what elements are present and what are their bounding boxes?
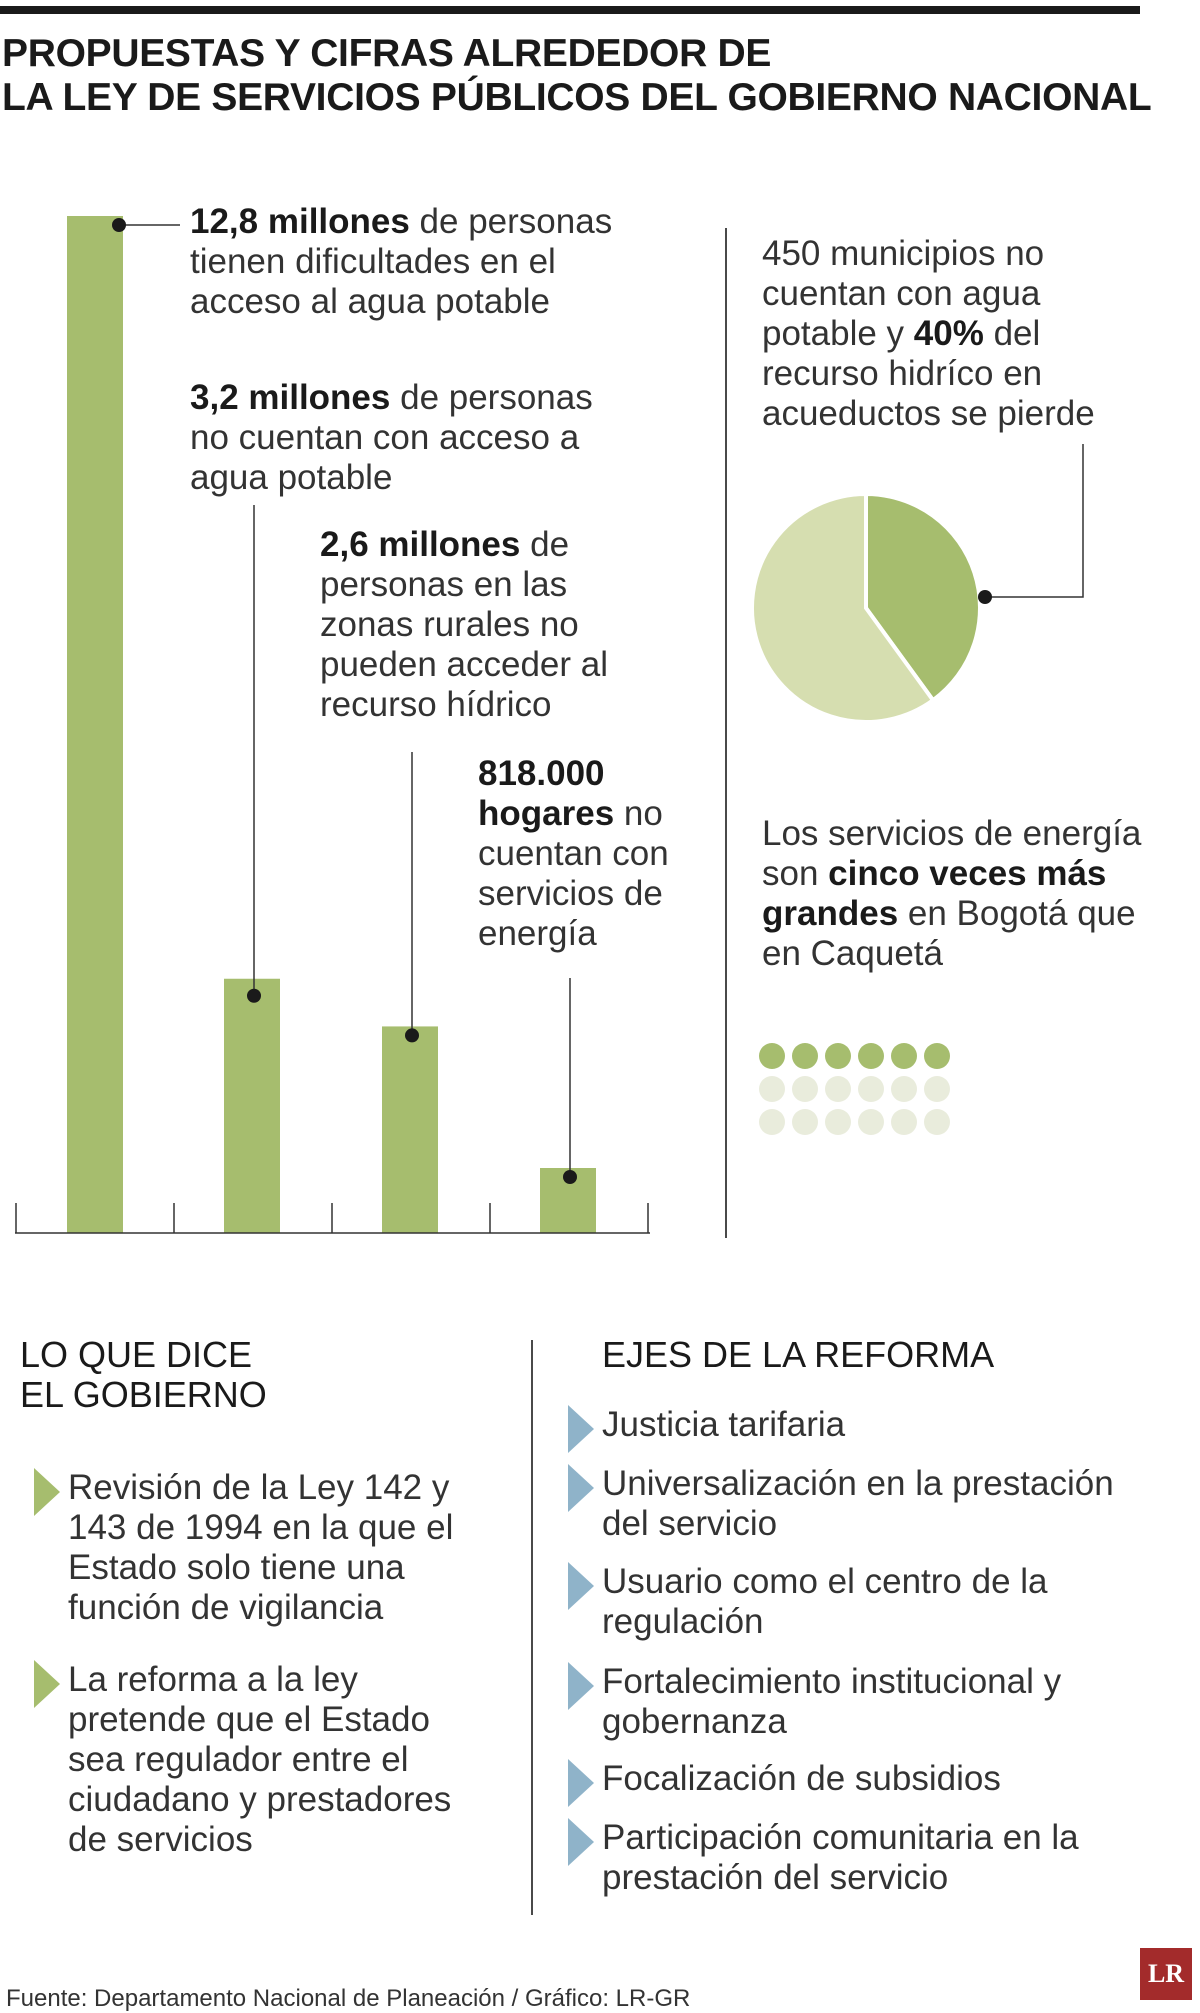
ejes-item-1: Justicia tarifaria: [602, 1405, 846, 1444]
bar-2: [224, 978, 280, 1233]
gobierno-heading-line-2: EL GOBIERNO: [20, 1374, 267, 1415]
annotation-1-value: 12,8 millones: [190, 202, 410, 241]
title-line-2: LA LEY DE SERVICIOS PÚBLICOS DEL GOBIERN…: [2, 76, 1152, 119]
lr-logo: LR: [1140, 1948, 1192, 2000]
annotation-4-value: 818.000 hogares: [478, 754, 615, 833]
gobierno-item-1: Revisión de la Ley 142 y 143 de 1994 en …: [68, 1468, 454, 1627]
dot-10: [858, 1076, 884, 1102]
arrow-bullet-icon: [34, 1468, 60, 1516]
bar-marker-1: [112, 218, 126, 232]
pie-slice-2: [750, 491, 936, 724]
annotation-4: 818.000 hogares no cuentan con servicios…: [478, 754, 708, 954]
arrow-bullet-icon: [568, 1818, 594, 1866]
annotation-4-text: no cuentan con servicios de energía: [478, 794, 669, 953]
page-title: PROPUESTAS Y CIFRAS ALREDEDOR DE LA LEY …: [2, 32, 1162, 120]
dot-1: [759, 1043, 785, 1069]
ejes-item-5: Focalización de subsidios: [602, 1759, 1001, 1798]
title-line-1: PROPUESTAS Y CIFRAS ALREDEDOR DE: [2, 32, 772, 75]
ejes-item-2: Universalización en la prestación del se…: [602, 1464, 1114, 1543]
dot-4: [858, 1043, 884, 1069]
pie-leader-line: [985, 444, 1084, 598]
annotation-2-value: 3,2 millones: [190, 378, 391, 417]
energy-caption-bold: cinco veces más grandes: [762, 854, 1107, 933]
arrow-bullet-icon: [568, 1405, 594, 1453]
annotation-1: 12,8 millones de personas tienen dificul…: [190, 202, 650, 322]
ejes-item-4: Fortalecimiento institucional y gobernan…: [602, 1662, 1062, 1741]
ejes-item-3: Usuario como el centro de la regulación: [602, 1562, 1048, 1641]
annotation-3: 2,6 millones de personas en las zonas ru…: [320, 525, 660, 725]
bar-1: [67, 216, 123, 1233]
bar-marker-3: [405, 1028, 419, 1043]
dot-11: [891, 1076, 917, 1102]
pie-chart: [750, 444, 1084, 724]
bar-chart: [15, 216, 650, 1234]
top-rule: [0, 6, 1140, 14]
arrow-bullet-icon: [568, 1759, 594, 1807]
dot-8: [792, 1076, 818, 1102]
pie-slice-1: [864, 491, 982, 704]
pie-marker: [978, 590, 992, 604]
pie-caption-bold: 40%: [913, 314, 984, 353]
dot-14: [792, 1109, 818, 1135]
dot-7: [759, 1076, 785, 1102]
dot-6: [924, 1043, 950, 1069]
lower-divider: [531, 1340, 533, 1915]
dot-18: [924, 1109, 950, 1135]
pie-caption-part2: del recurso hidríco en acueductos se pie…: [762, 314, 1095, 433]
ejes-heading: EJES DE LA REFORMA: [602, 1334, 995, 1375]
annotation-2: 3,2 millones de personas no cuentan con …: [190, 378, 640, 498]
annotation-3-value: 2,6 millones: [320, 525, 521, 564]
energy-caption-part2: en Bogotá que en Caquetá: [762, 894, 1136, 973]
gobierno-heading: LO QUE DICE EL GOBIERNO: [20, 1335, 267, 1415]
annotation-3-text: de personas en las zonas rurales no pued…: [320, 525, 608, 724]
source-note: Fuente: Departamento Nacional de Planeac…: [6, 1985, 691, 2012]
bar-marker-2: [247, 988, 261, 1003]
pie-caption: 450 municipios no cuentan con agua potab…: [762, 234, 1142, 434]
energy-caption: Los servicios de energía son cinco veces…: [762, 814, 1142, 974]
arrow-bullet-icon: [34, 1660, 60, 1708]
pie-caption-part1: 450 municipios no cuentan con agua potab…: [762, 234, 1045, 353]
dot-9: [825, 1076, 851, 1102]
arrow-bullet-icon: [568, 1562, 594, 1610]
ejes-item-6: Participación comunitaria en la prestaci…: [602, 1818, 1079, 1897]
gobierno-heading-line-1: LO QUE DICE: [20, 1334, 253, 1375]
dot-17: [891, 1109, 917, 1135]
annotation-1-text: de personas tienen dificultades en el ac…: [190, 202, 613, 321]
upper-divider: [725, 228, 727, 1238]
dot-matrix: [759, 1043, 950, 1135]
bar-3: [382, 1026, 438, 1233]
dot-15: [825, 1109, 851, 1135]
bar-marker-4: [563, 1170, 577, 1185]
arrow-bullet-icon: [568, 1464, 594, 1512]
annotation-2-text: de personas no cuentan con acceso a agua…: [190, 378, 593, 497]
dot-13: [759, 1109, 785, 1135]
dot-2: [792, 1043, 818, 1069]
dot-12: [924, 1076, 950, 1102]
energy-caption-part1: Los servicios de energía son: [762, 814, 1142, 893]
dot-16: [858, 1109, 884, 1135]
dot-3: [825, 1043, 851, 1069]
gobierno-item-2: La reforma a la ley pretende que el Esta…: [68, 1660, 452, 1859]
arrow-bullet-icon: [568, 1662, 594, 1710]
dot-5: [891, 1043, 917, 1069]
